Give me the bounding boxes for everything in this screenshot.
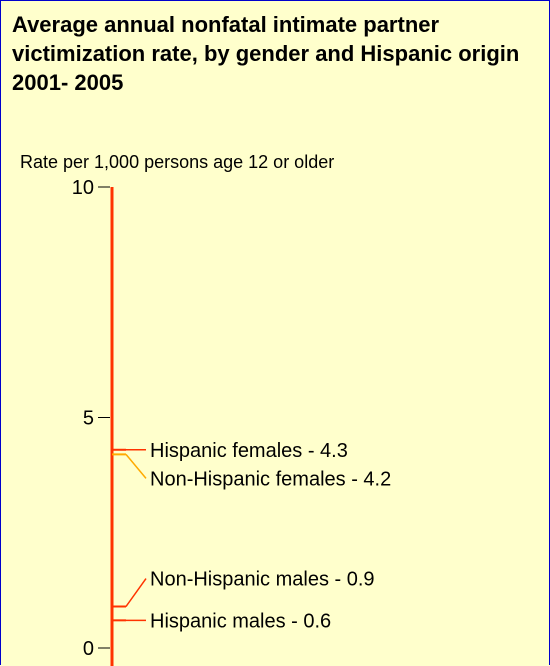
y-tick-label: 5 [83, 408, 94, 430]
data-point-leader [125, 453, 147, 479]
data-point-label: Hispanic males - 0.6 [150, 610, 331, 632]
data-point-label: Hispanic females - 4.3 [150, 440, 348, 462]
y-tick-label: 10 [72, 177, 94, 199]
chart-title: Average annual nonfatal intimate partner… [12, 12, 520, 95]
y-tick-label: 0 [83, 638, 94, 660]
y-axis-label: Rate per 1,000 persons age 12 or older [20, 152, 334, 172]
data-point-leader [125, 578, 147, 607]
data-point-label: Non-Hispanic males - 0.9 [150, 569, 375, 591]
data-point-label: Non-Hispanic females - 4.2 [150, 468, 391, 490]
